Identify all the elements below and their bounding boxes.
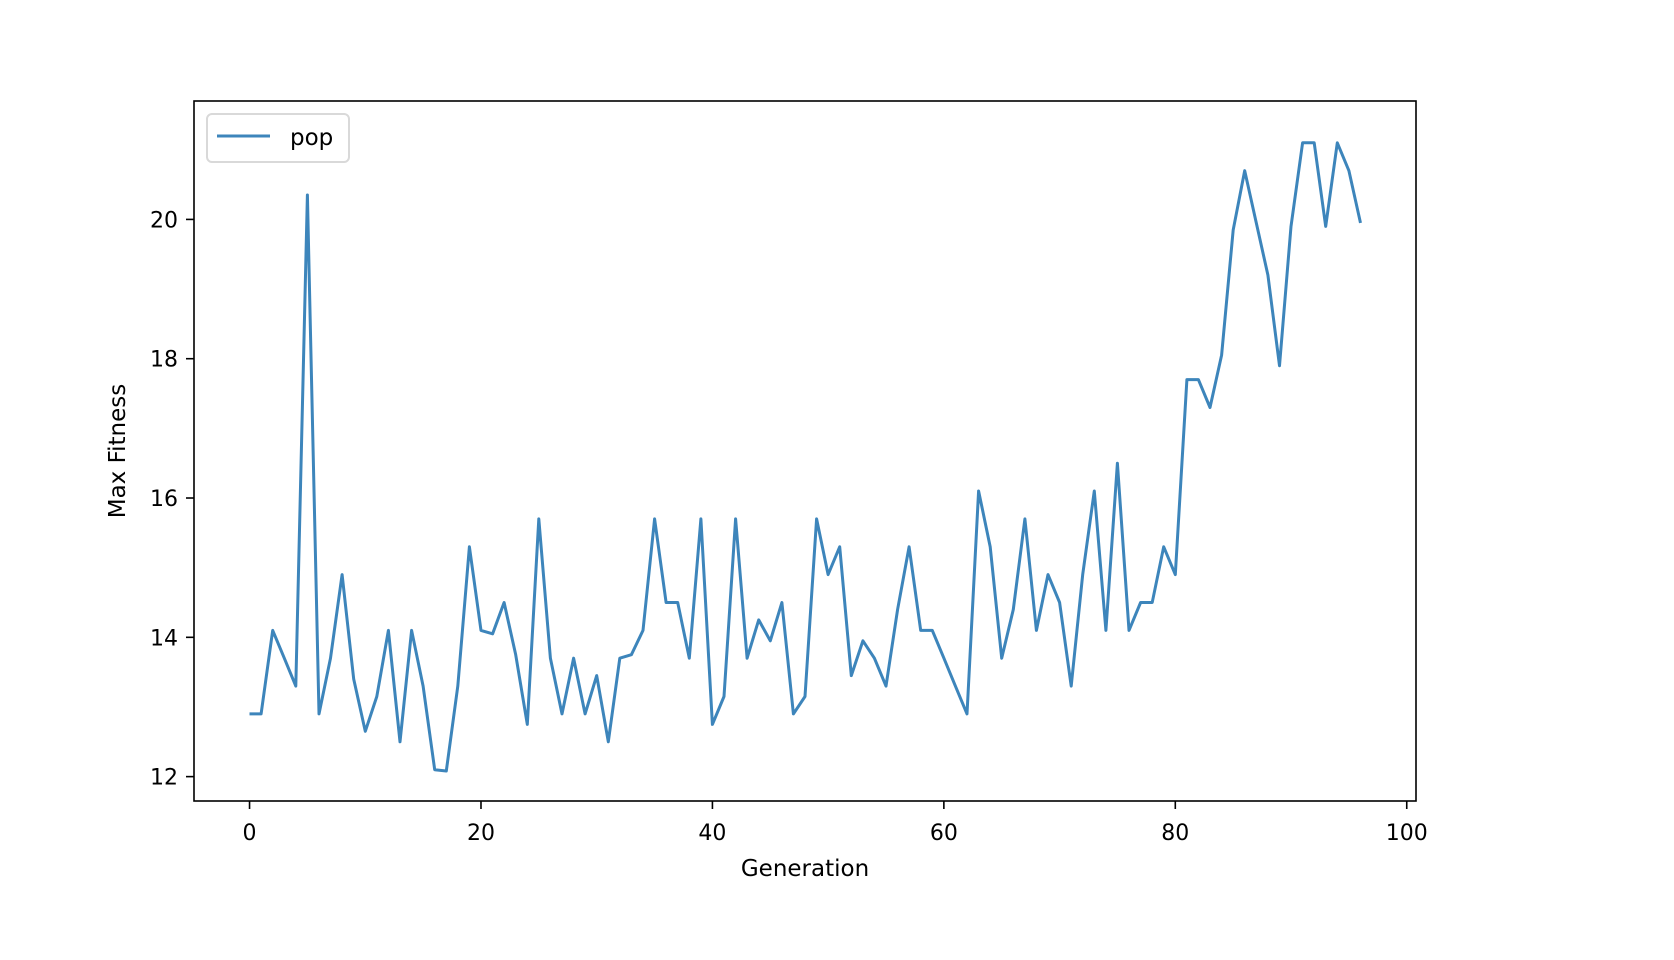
- x-tick-label: 60: [930, 821, 958, 846]
- y-axis: 12 14 16 18 20: [150, 208, 194, 791]
- y-axis-label: Max Fitness: [105, 384, 131, 519]
- series-line-pop: [249, 141, 1362, 773]
- x-tick-label: 100: [1386, 821, 1428, 846]
- x-axis: 0 20 40 60 80 100: [243, 801, 1428, 846]
- x-tick-label: 80: [1161, 821, 1189, 846]
- y-tick-label: 14: [150, 626, 178, 651]
- plot-area: [193, 100, 1417, 802]
- x-tick-label: 0: [243, 821, 257, 846]
- y-tick-label: 20: [150, 208, 178, 233]
- x-axis-label: Generation: [741, 856, 869, 882]
- legend-label-pop: pop: [290, 125, 333, 151]
- axes-frame: [193, 100, 1417, 802]
- legend: pop: [206, 113, 350, 163]
- legend-box: [206, 113, 350, 163]
- y-tick-label: 16: [150, 487, 178, 512]
- y-tick-label: 18: [150, 348, 178, 373]
- x-tick-label: 20: [467, 821, 495, 846]
- y-tick-label: 12: [150, 766, 178, 791]
- x-tick-label: 40: [698, 821, 726, 846]
